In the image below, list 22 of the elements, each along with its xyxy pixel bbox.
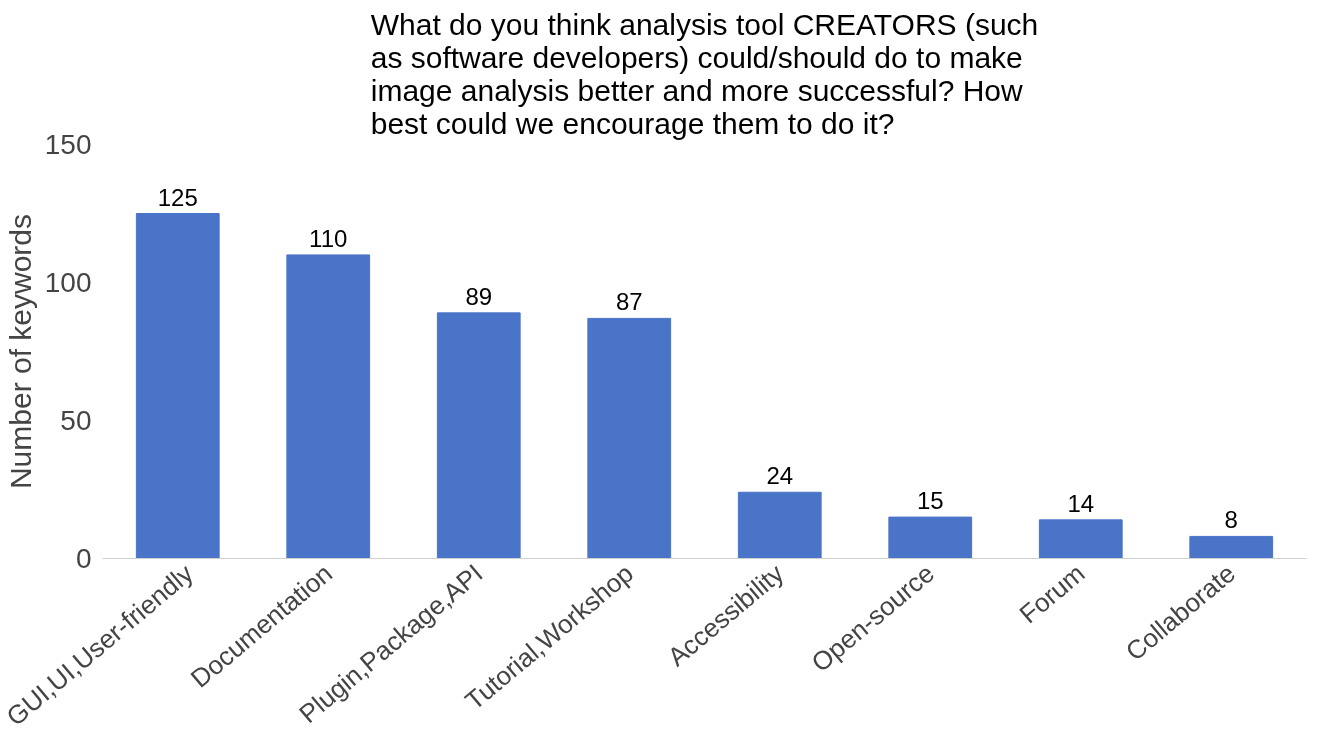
data-label: 89: [465, 282, 493, 310]
bar: [1038, 519, 1123, 559]
data-label: 15: [916, 487, 944, 515]
bar: [286, 254, 371, 559]
bar: [1189, 535, 1274, 559]
y-axis-title: Number of keywords: [3, 213, 37, 490]
data-label: 125: [157, 183, 198, 211]
bar: [436, 312, 521, 559]
y-tick-label: 0: [75, 543, 92, 574]
bar: [888, 516, 973, 559]
y-tick-label: 150: [44, 129, 92, 160]
data-label: 87: [615, 288, 643, 316]
y-tick-label: 50: [60, 405, 92, 436]
data-label: 110: [309, 224, 348, 252]
y-tick-label: 100: [44, 267, 92, 298]
chart-title: What do you think analysis tool CREATORS (such as software developers) could/should do to make image analysis better and more successful? How best could we encourage them to do it?: [370, 7, 1039, 140]
data-label: 8: [1224, 506, 1238, 534]
data-label: 14: [1067, 489, 1095, 517]
data-label: 24: [766, 462, 794, 490]
bar: [135, 213, 220, 559]
bar: [587, 317, 672, 559]
bar: [737, 491, 822, 559]
